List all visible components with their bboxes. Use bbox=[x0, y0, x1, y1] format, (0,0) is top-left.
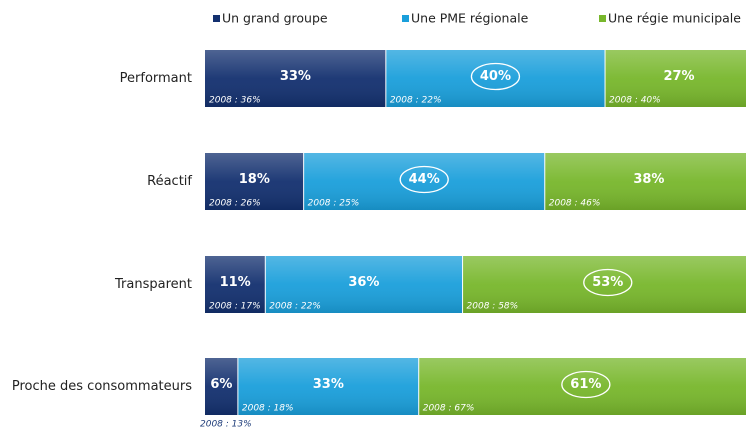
value-label: 44% bbox=[409, 172, 440, 187]
note-2008: 2008 : 26% bbox=[209, 199, 261, 209]
category-label: Proche des consommateurs bbox=[12, 379, 192, 394]
bar-shine bbox=[237, 358, 419, 415]
legend-swatch bbox=[402, 15, 409, 22]
bar-shine bbox=[605, 50, 746, 107]
bar-shine bbox=[418, 358, 746, 415]
legend-label: Un grand groupe bbox=[222, 11, 328, 26]
legend-swatch bbox=[599, 15, 606, 22]
highlight bbox=[583, 268, 633, 297]
category-label: Performant bbox=[120, 71, 192, 86]
note-2008: 2008 : 22% bbox=[269, 302, 321, 312]
legend-label: Une régie municipale bbox=[608, 11, 741, 26]
value-label: 53% bbox=[592, 275, 623, 290]
bar-shine bbox=[205, 256, 266, 313]
note-2008: 2008 : 17% bbox=[209, 302, 261, 312]
highlight bbox=[399, 165, 449, 194]
note-2008: 2008 : 25% bbox=[308, 199, 360, 209]
bar-shine bbox=[265, 256, 463, 313]
value-label: 18% bbox=[239, 172, 270, 187]
highlight bbox=[561, 370, 611, 399]
bar-shine bbox=[205, 153, 304, 210]
value-label: 36% bbox=[348, 275, 379, 290]
category-label: Réactif bbox=[147, 174, 192, 189]
highlight bbox=[470, 62, 521, 91]
value-label: 6% bbox=[210, 377, 232, 392]
value-label: 11% bbox=[220, 275, 251, 290]
value-label: 27% bbox=[663, 69, 694, 84]
bar-shine bbox=[385, 50, 606, 107]
note-2008: 2008 : 18% bbox=[242, 404, 294, 414]
note-2008: 2008 : 58% bbox=[467, 302, 519, 312]
bar-shine bbox=[205, 50, 386, 107]
category-label: Transparent bbox=[114, 277, 192, 292]
note-2008: 2008 : 22% bbox=[390, 96, 442, 106]
legend-label: Une PME régionale bbox=[411, 11, 529, 26]
note-2008: 2008 : 67% bbox=[423, 404, 475, 414]
bar-shine bbox=[303, 153, 545, 210]
bar-shine bbox=[544, 153, 746, 210]
value-label: 40% bbox=[480, 69, 511, 84]
note-2008: 2008 : 36% bbox=[209, 96, 261, 106]
value-label: 33% bbox=[280, 69, 311, 84]
note-2008: 2008 : 13% bbox=[200, 420, 252, 430]
note-2008: 2008 : 46% bbox=[549, 199, 601, 209]
note-2008: 2008 : 40% bbox=[609, 96, 661, 106]
value-label: 61% bbox=[570, 377, 601, 392]
value-label: 38% bbox=[633, 172, 664, 187]
legend-swatch bbox=[213, 15, 220, 22]
bar-shine bbox=[205, 358, 238, 415]
bar-shine bbox=[462, 256, 746, 313]
value-label: 33% bbox=[313, 377, 344, 392]
